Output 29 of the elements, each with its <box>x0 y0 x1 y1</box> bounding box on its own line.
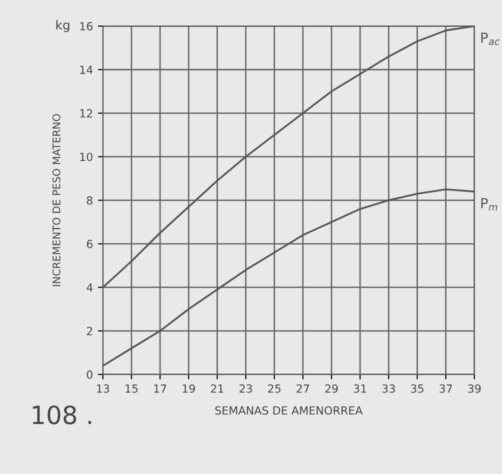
y-tick-label: 2 <box>86 326 92 336</box>
x-tick-label: 13 <box>97 384 110 393</box>
x-tick-label: 29 <box>325 384 338 393</box>
x-tick-label: 33 <box>382 384 395 393</box>
y-tick-label: 8 <box>86 196 92 205</box>
x-tick-label: 17 <box>154 384 166 393</box>
y-tick-label: 4 <box>86 283 93 292</box>
series-label: P$_{m}$ <box>481 198 498 210</box>
series-label: P$_{ac}$ <box>481 32 500 46</box>
y-tick-label: 12 <box>80 109 92 118</box>
x-tick-label: 39 <box>468 384 481 393</box>
y-tick-label: 14 <box>80 66 93 74</box>
text: kg <box>56 20 70 32</box>
y-axis-title: INCREMENTO DE PESO MATERNO <box>52 114 60 286</box>
x-tick-label: 37 <box>440 384 452 393</box>
x-tick-label: 31 <box>354 384 366 393</box>
y-tick-label: 0 <box>86 370 92 379</box>
x-tick-label: 19 <box>182 384 195 393</box>
y-tick-label: 10 <box>80 152 92 162</box>
y-tick-label: 16 <box>80 22 92 30</box>
x-tick-label: 21 <box>210 384 224 393</box>
x-axis-title: SEMANAS DE AMENORREA <box>215 406 363 415</box>
x-tick-label: 15 <box>126 384 138 393</box>
x-tick-label: 35 <box>411 384 424 393</box>
x-tick-label: 25 <box>268 384 280 393</box>
text: 108 . <box>32 405 92 424</box>
y-tick-label: 6 <box>86 240 92 248</box>
x-tick-label: 27 <box>296 384 310 393</box>
x-tick-label: 23 <box>240 384 252 393</box>
